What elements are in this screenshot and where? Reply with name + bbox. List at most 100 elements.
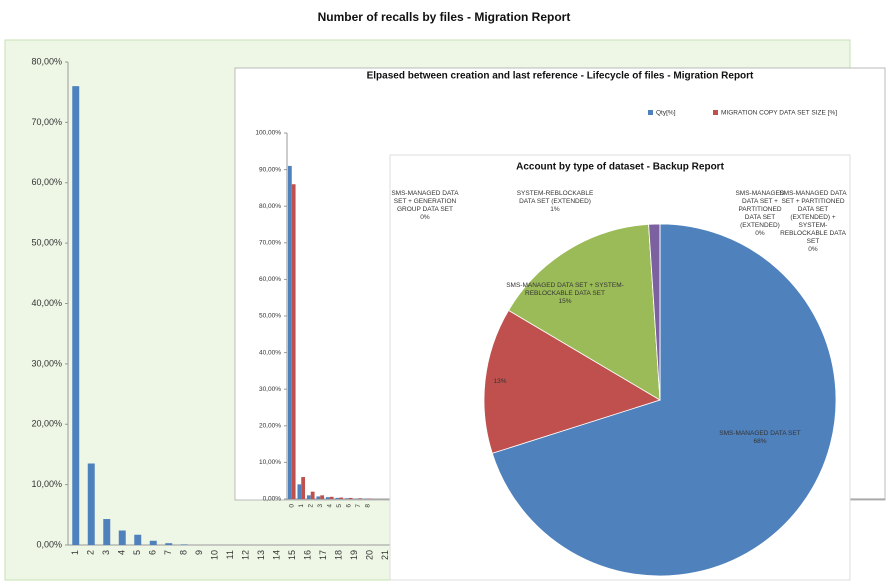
x-tick-label: 9 bbox=[194, 550, 204, 555]
x-tick-label: 17 bbox=[318, 550, 328, 560]
y-tick-label: 70,00% bbox=[31, 117, 62, 127]
y-tick-label: 30,00% bbox=[31, 358, 62, 368]
x-tick-label: 8 bbox=[364, 504, 371, 508]
pie-label-text: SMS-MANAGED DATA SET + PARTITIONED DATA … bbox=[735, 190, 785, 229]
y-tick-label: 100,00% bbox=[255, 130, 281, 137]
x-tick-label: 7 bbox=[355, 504, 362, 508]
y-tick-label: 70,00% bbox=[259, 240, 281, 247]
bar bbox=[118, 530, 126, 545]
x-tick-label: 11 bbox=[225, 550, 235, 559]
pie-label: SMS-MANAGED DATA SET 68% bbox=[705, 430, 815, 446]
bar bbox=[87, 463, 95, 545]
x-tick-label: 1 bbox=[70, 550, 80, 555]
bar bbox=[301, 477, 306, 499]
pie-slice bbox=[483, 309, 661, 454]
x-tick-label: 6 bbox=[345, 504, 352, 508]
bar bbox=[316, 496, 321, 499]
bar bbox=[320, 495, 325, 499]
bar bbox=[306, 495, 311, 499]
pie-label-text: SYSTEM-REBLOCKABLE DATA SET (EXTENDED) bbox=[516, 190, 594, 205]
y-tick-label: 10,00% bbox=[259, 459, 281, 466]
y-tick-label: 80,00% bbox=[259, 203, 281, 210]
y-tick-label: 10,00% bbox=[31, 479, 62, 489]
pie-label-text: SMS-MANAGED DATA SET + GENERATION GROUP … bbox=[391, 190, 459, 213]
x-tick-label: 20 bbox=[365, 550, 375, 560]
bar bbox=[297, 484, 302, 499]
pie-label-text: 15% bbox=[558, 298, 572, 305]
bar bbox=[329, 496, 334, 499]
bar bbox=[149, 540, 157, 545]
x-tick-label: 3 bbox=[101, 550, 111, 555]
x-tick-label: 6 bbox=[148, 550, 158, 555]
legend-label: MIGRATION COPY DATA SET SIZE [%] bbox=[721, 110, 837, 117]
bar bbox=[335, 497, 340, 499]
bar bbox=[358, 498, 363, 499]
bar bbox=[72, 86, 80, 546]
bar bbox=[310, 491, 315, 499]
pie-label: SMS-MANAGED DATA SET + PARTITIONED DATA … bbox=[778, 190, 848, 254]
pie-label-text: SMS-MANAGED DATA SET + SYSTEM-REBLOCKABL… bbox=[506, 282, 624, 297]
pie-label-text: 0% bbox=[808, 246, 818, 253]
y-tick-label: 80,00% bbox=[31, 56, 62, 66]
pie-label-text: 68% bbox=[753, 438, 767, 445]
chart-title: Number of recalls by files - Migration R… bbox=[318, 10, 571, 24]
bar bbox=[103, 519, 111, 545]
bar bbox=[165, 543, 173, 545]
x-tick-label: 2 bbox=[307, 504, 314, 508]
y-tick-label: 30,00% bbox=[259, 386, 281, 393]
bar bbox=[339, 497, 344, 499]
chart-title: Account by type of dataset - Backup Repo… bbox=[516, 162, 724, 173]
pie-slice bbox=[507, 223, 661, 401]
bar bbox=[325, 497, 330, 499]
x-tick-label: 1 bbox=[298, 504, 305, 508]
x-tick-label: 4 bbox=[117, 550, 127, 555]
pie-label-text: 13% bbox=[493, 378, 507, 385]
bar bbox=[344, 498, 349, 499]
x-tick-label: 16 bbox=[303, 550, 313, 560]
pie-label: SMS-MANAGED DATA SET + SYSTEM-REBLOCKABL… bbox=[495, 282, 635, 306]
pie-label: SMS-MANAGED DATA SET + PARTITIONED DATA … bbox=[733, 190, 788, 238]
x-tick-label: 2 bbox=[86, 550, 96, 555]
legend-swatch bbox=[648, 110, 653, 115]
bar bbox=[134, 534, 142, 545]
legend-label: Qty[%] bbox=[656, 110, 676, 117]
x-tick-label: 5 bbox=[336, 504, 343, 508]
x-tick-label: 3 bbox=[317, 504, 324, 508]
x-tick-label: 5 bbox=[132, 550, 142, 555]
pie-label: SYSTEM-REBLOCKABLE DATA SET (EXTENDED) 1% bbox=[510, 190, 600, 214]
y-tick-label: 60,00% bbox=[259, 276, 281, 283]
pie-label-text: SMS-MANAGED DATA SET + PARTITIONED DATA … bbox=[779, 190, 847, 245]
pie-label: SMS-MANAGED DATA SET + GENERATION GROUP … bbox=[385, 190, 465, 222]
y-tick-label: 20,00% bbox=[31, 419, 62, 429]
x-tick-label: 0 bbox=[288, 504, 295, 508]
x-tick-label: 4 bbox=[326, 504, 333, 508]
chart-title: Elpased between creation and last refere… bbox=[367, 71, 754, 82]
pie-label-text: 0% bbox=[420, 214, 430, 221]
pie-label-text: SMS-MANAGED DATA SET bbox=[719, 430, 801, 437]
y-tick-label: 50,00% bbox=[31, 238, 62, 248]
legend-swatch bbox=[713, 110, 718, 115]
y-tick-label: 50,00% bbox=[259, 313, 281, 320]
pie-label-text: 1% bbox=[550, 206, 560, 213]
x-tick-label: 13 bbox=[256, 550, 266, 560]
x-tick-label: 18 bbox=[334, 550, 344, 560]
x-tick-label: 7 bbox=[163, 550, 173, 555]
bar bbox=[287, 165, 292, 499]
bar bbox=[348, 497, 353, 499]
x-tick-label: 12 bbox=[241, 550, 251, 560]
x-tick-label: 21 bbox=[380, 550, 390, 560]
y-tick-label: 90,00% bbox=[259, 166, 281, 173]
x-tick-label: 15 bbox=[287, 550, 297, 560]
y-tick-label: 0,00% bbox=[263, 496, 282, 503]
y-tick-label: 60,00% bbox=[31, 177, 62, 187]
y-tick-label: 20,00% bbox=[259, 423, 281, 430]
bar bbox=[180, 544, 188, 545]
pie-label-text: 0% bbox=[755, 230, 765, 237]
x-tick-label: 10 bbox=[210, 550, 220, 560]
pie-label: 13% bbox=[480, 378, 520, 386]
x-tick-label: 8 bbox=[179, 550, 189, 555]
x-tick-label: 19 bbox=[349, 550, 359, 560]
y-tick-label: 40,00% bbox=[31, 298, 62, 308]
